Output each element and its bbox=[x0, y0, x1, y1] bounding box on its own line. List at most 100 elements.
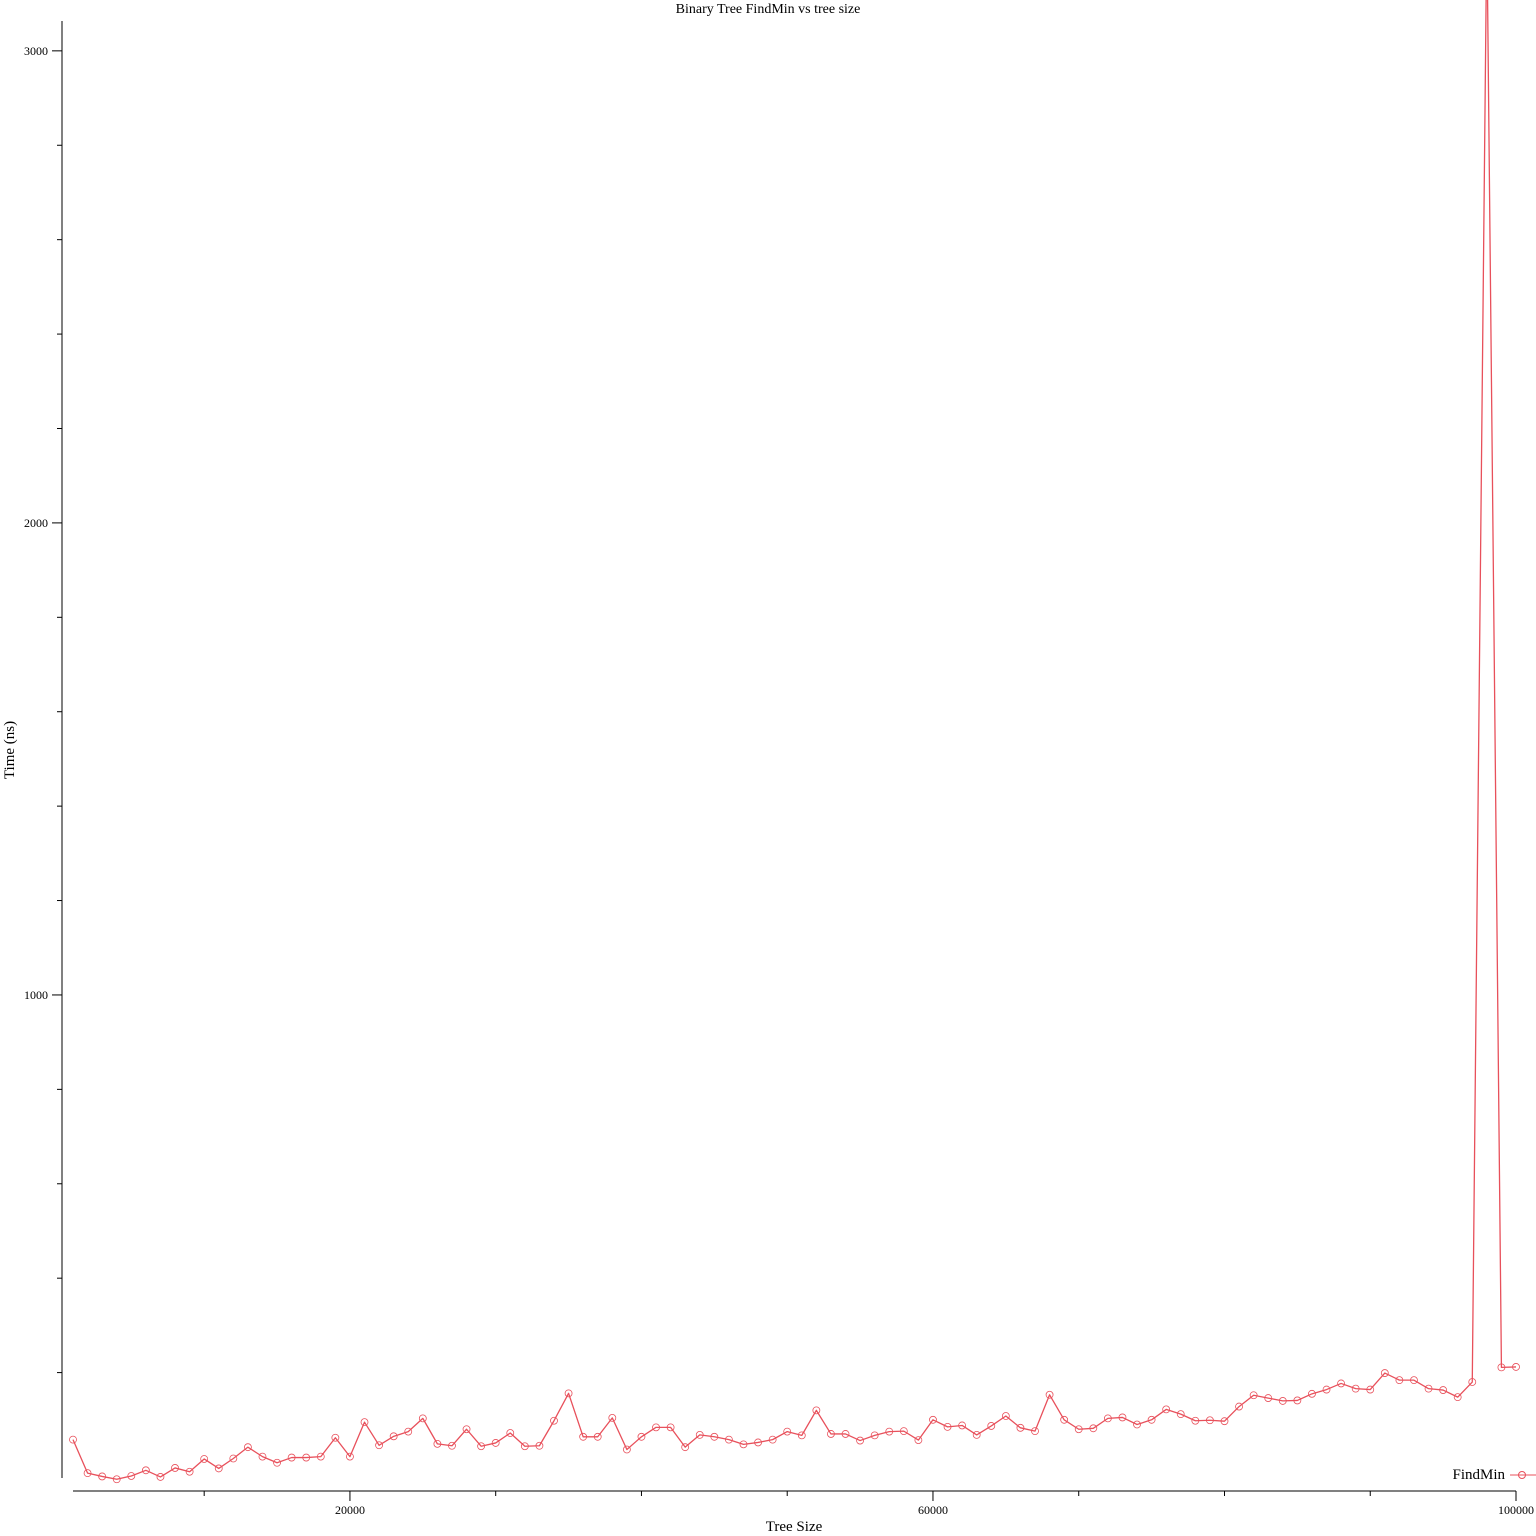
data-point bbox=[593, 1432, 602, 1441]
data-point bbox=[1206, 1416, 1214, 1425]
data-point bbox=[885, 1427, 894, 1436]
data-point bbox=[1308, 1389, 1316, 1398]
data-point bbox=[389, 1432, 398, 1441]
data-point bbox=[433, 1439, 442, 1448]
data-point bbox=[112, 1475, 121, 1484]
data-point bbox=[1380, 1369, 1389, 1377]
data-point bbox=[1424, 1384, 1433, 1393]
plot-series bbox=[69, 0, 1520, 1484]
data-point bbox=[637, 1432, 646, 1441]
data-point bbox=[725, 1435, 733, 1444]
data-point bbox=[827, 1430, 835, 1438]
x-tick-label: 20000 bbox=[335, 1503, 365, 1517]
data-point bbox=[929, 1415, 937, 1424]
data-point bbox=[972, 1431, 981, 1439]
data-point bbox=[244, 1443, 252, 1452]
data-point bbox=[1176, 1410, 1185, 1419]
data-point bbox=[229, 1454, 238, 1463]
data-point bbox=[1147, 1415, 1156, 1424]
data-point bbox=[943, 1422, 952, 1431]
data-point bbox=[856, 1436, 864, 1445]
data-point bbox=[1103, 1414, 1112, 1423]
series-line-findmin bbox=[72, 0, 1517, 1480]
data-point bbox=[1118, 1413, 1127, 1422]
data-point bbox=[477, 1442, 486, 1451]
data-point bbox=[273, 1458, 281, 1467]
data-point bbox=[914, 1436, 923, 1444]
data-point bbox=[987, 1422, 996, 1430]
legend-marker-swatch bbox=[1518, 1471, 1526, 1479]
data-point bbox=[1264, 1394, 1273, 1402]
data-point bbox=[200, 1455, 209, 1463]
data-point bbox=[520, 1442, 529, 1451]
data-point bbox=[841, 1430, 850, 1438]
data-point bbox=[1074, 1425, 1083, 1434]
data-point bbox=[98, 1472, 107, 1481]
x-axis-label: Tree Size bbox=[766, 1519, 823, 1535]
data-point bbox=[1031, 1427, 1039, 1436]
legend: FindMin bbox=[1452, 1467, 1536, 1483]
data-point bbox=[418, 1414, 427, 1423]
data-point bbox=[1468, 1378, 1477, 1386]
chart-title: Binary Tree FindMin vs tree size bbox=[676, 2, 861, 17]
data-point bbox=[797, 1431, 806, 1440]
data-point bbox=[375, 1441, 383, 1450]
data-point bbox=[506, 1429, 515, 1437]
data-point bbox=[1278, 1397, 1287, 1405]
data-point bbox=[1453, 1393, 1462, 1402]
data-point bbox=[141, 1466, 150, 1475]
data-point bbox=[346, 1452, 354, 1461]
data-point bbox=[491, 1439, 500, 1447]
data-point bbox=[899, 1427, 908, 1436]
data-point bbox=[812, 1406, 821, 1415]
y-tick-label: 2000 bbox=[24, 516, 48, 530]
data-point bbox=[258, 1452, 267, 1461]
data-point bbox=[1322, 1385, 1331, 1394]
data-point bbox=[681, 1443, 690, 1452]
data-point bbox=[1395, 1376, 1404, 1385]
data-point bbox=[622, 1445, 631, 1454]
data-point bbox=[1497, 1363, 1506, 1372]
data-point bbox=[1351, 1384, 1360, 1393]
data-point bbox=[185, 1467, 194, 1476]
data-point bbox=[768, 1435, 777, 1444]
y-tick-label: 3000 bbox=[24, 44, 48, 58]
data-point bbox=[710, 1432, 719, 1441]
data-point bbox=[127, 1472, 136, 1480]
data-point bbox=[564, 1389, 573, 1398]
data-point bbox=[360, 1418, 369, 1427]
data-point bbox=[1220, 1417, 1229, 1426]
x-axis-ticks: 20000 60000 100000 bbox=[203, 1491, 1534, 1517]
x-tick-label: 100000 bbox=[1498, 1503, 1534, 1517]
data-point bbox=[316, 1452, 325, 1461]
data-point bbox=[1235, 1402, 1243, 1411]
data-point bbox=[754, 1438, 762, 1447]
data-point bbox=[1133, 1420, 1141, 1429]
data-point bbox=[1366, 1385, 1375, 1394]
data-point bbox=[579, 1432, 588, 1441]
data-point bbox=[462, 1425, 471, 1434]
data-point bbox=[1016, 1423, 1025, 1432]
data-point bbox=[739, 1440, 748, 1449]
data-point bbox=[404, 1427, 413, 1436]
data-point bbox=[171, 1464, 179, 1472]
data-point bbox=[214, 1464, 223, 1473]
data-point bbox=[695, 1431, 704, 1439]
data-point bbox=[550, 1416, 558, 1425]
data-point bbox=[1410, 1376, 1418, 1385]
data-point bbox=[1089, 1424, 1098, 1433]
data-point bbox=[69, 1435, 77, 1444]
data-point bbox=[302, 1453, 311, 1462]
data-point bbox=[608, 1414, 617, 1422]
data-point bbox=[1001, 1412, 1010, 1420]
data-point bbox=[1162, 1405, 1171, 1414]
data-point bbox=[1191, 1416, 1200, 1425]
data-point bbox=[1512, 1363, 1520, 1371]
y-axis-label: Time (ns) bbox=[2, 721, 18, 779]
data-point bbox=[156, 1473, 165, 1481]
data-point bbox=[1060, 1415, 1069, 1424]
data-point bbox=[958, 1421, 967, 1430]
data-point bbox=[1337, 1379, 1345, 1388]
data-point bbox=[666, 1423, 675, 1432]
